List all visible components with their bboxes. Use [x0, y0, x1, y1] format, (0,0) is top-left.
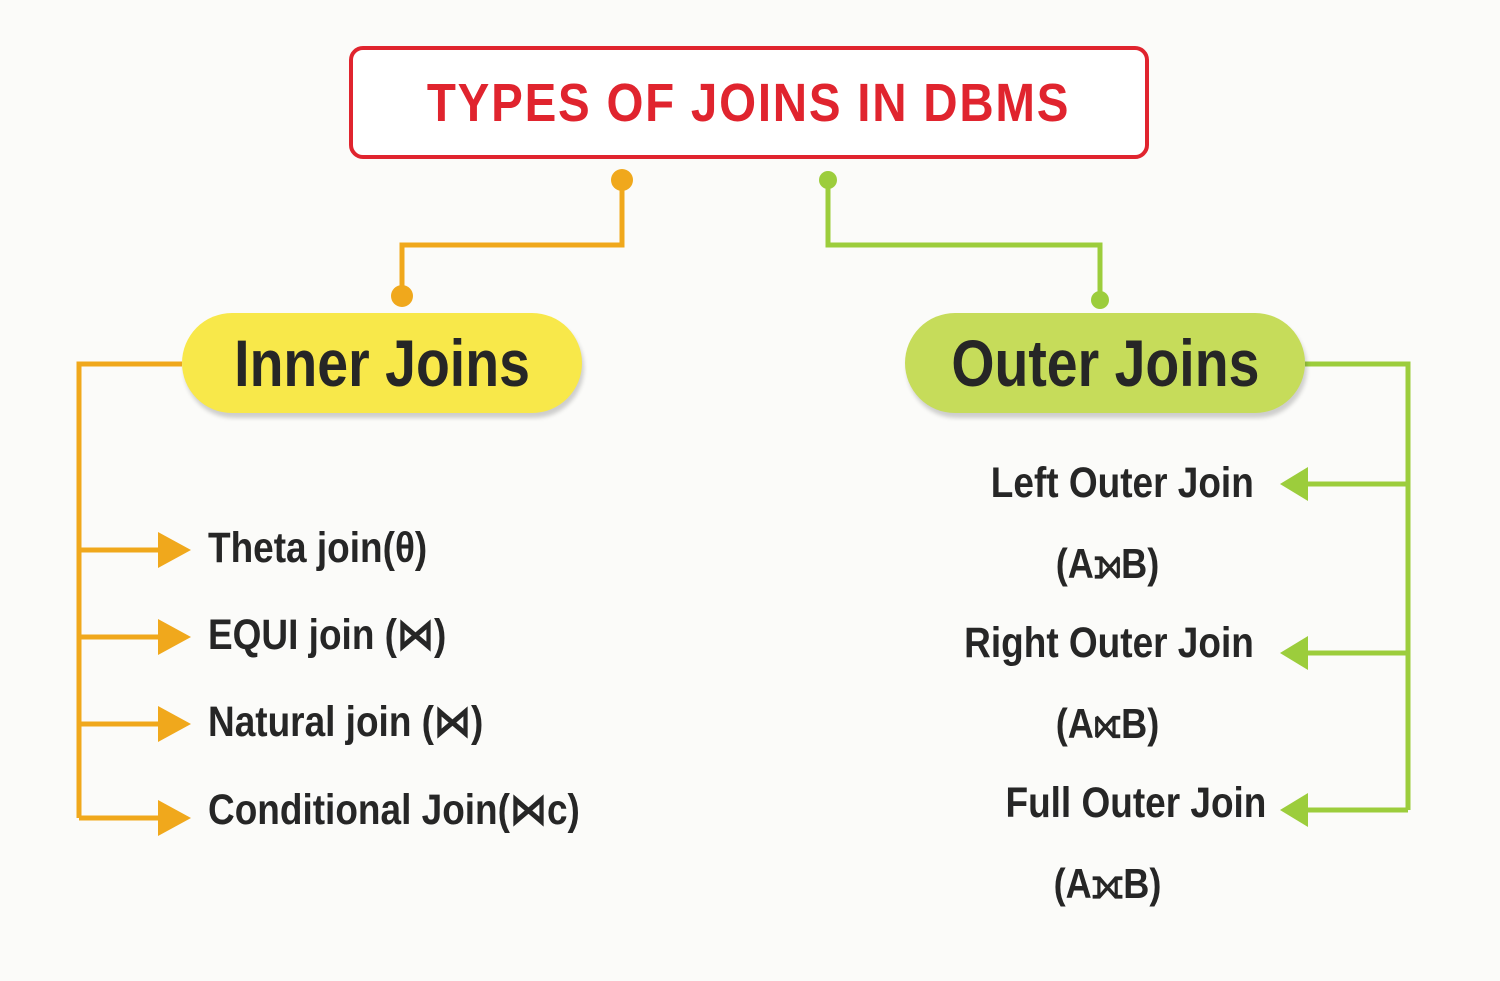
- inner-arrow-1: [158, 532, 191, 568]
- inner-list-bracket: [76, 361, 182, 821]
- outer-branch-bottom-dot: [1091, 291, 1109, 309]
- title-box: TYPES OF JOINS IN DBMS: [349, 46, 1149, 159]
- outer-list-bracket: [1298, 361, 1411, 813]
- inner-item-equi-join: EQUI join (⋈): [208, 611, 447, 659]
- inner-joins-label: Inner Joins: [234, 326, 530, 400]
- inner-arrow-3: [158, 706, 191, 742]
- outer-item-full-outer-join: Full Outer Join: [1005, 779, 1266, 827]
- inner-arrowheads: [158, 532, 191, 836]
- outer-arrowheads: [1280, 467, 1308, 827]
- diagram-title: TYPES OF JOINS IN DBMS: [427, 72, 1071, 133]
- outer-item-right-notation: (A⟖B): [1055, 700, 1160, 747]
- outer-joins-node: Outer Joins: [905, 313, 1305, 413]
- outer-item-left-outer-join: Left Outer Join: [991, 459, 1254, 507]
- outer-arrow-1: [1280, 467, 1308, 501]
- inner-arrow-4: [158, 800, 191, 836]
- outer-branch-connector: [825, 180, 1103, 300]
- inner-arrow-2: [158, 619, 191, 655]
- outer-branch-top-dot: [819, 171, 837, 189]
- outer-arrow-2: [1280, 636, 1308, 670]
- inner-item-natural-join: Natural join (⋈): [208, 698, 484, 746]
- outer-joins-label: Outer Joins: [950, 326, 1260, 400]
- inner-branch-bottom-dot: [391, 285, 413, 307]
- inner-branch-connector: [399, 180, 625, 296]
- outer-item-full-notation: (A⟗B): [1053, 860, 1162, 907]
- outer-arrow-3: [1280, 793, 1308, 827]
- inner-item-conditional-join: Conditional Join(⋈c): [208, 786, 580, 834]
- outer-item-left-notation: (A⟕B): [1055, 540, 1160, 587]
- inner-branch-top-dot: [611, 169, 633, 191]
- inner-joins-node: Inner Joins: [182, 313, 582, 413]
- inner-item-theta-join: Theta join(θ): [208, 524, 428, 572]
- outer-item-right-outer-join: Right Outer Join: [964, 619, 1254, 667]
